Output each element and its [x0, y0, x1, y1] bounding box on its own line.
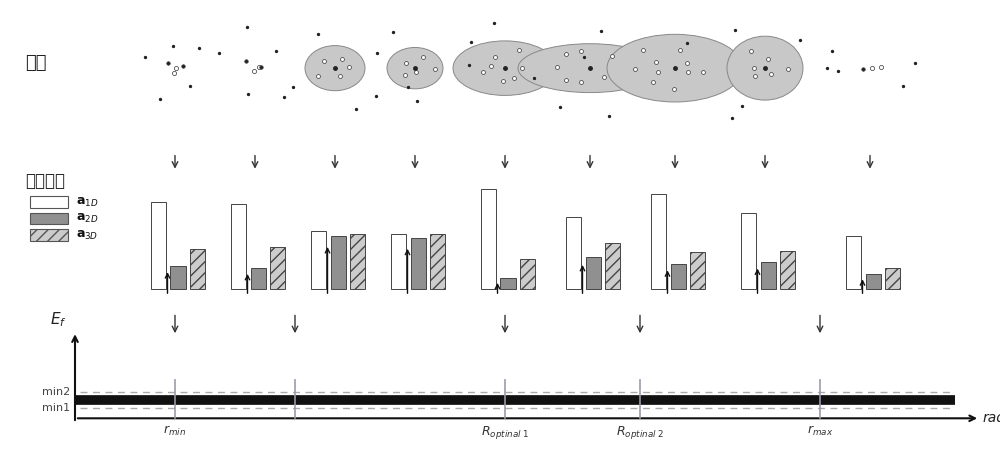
Bar: [846, 236, 861, 289]
Ellipse shape: [305, 46, 365, 91]
Text: $r_{max}$: $r_{max}$: [807, 424, 833, 438]
Text: $E_f$: $E_f$: [50, 310, 67, 329]
Ellipse shape: [607, 34, 743, 102]
Bar: [330, 236, 346, 289]
Bar: [651, 194, 666, 289]
Text: 邻域: 邻域: [25, 55, 46, 72]
Bar: [481, 188, 496, 289]
Ellipse shape: [518, 44, 662, 93]
Bar: [500, 278, 516, 289]
Bar: [170, 266, 186, 289]
Bar: [866, 274, 881, 289]
Ellipse shape: [727, 36, 803, 100]
Bar: [411, 238, 426, 289]
Bar: [690, 252, 705, 289]
Bar: [231, 204, 246, 289]
Bar: [30, 196, 68, 208]
Text: min1: min1: [42, 403, 70, 413]
Text: $\mathbf{a}_{1D}$: $\mathbf{a}_{1D}$: [76, 196, 98, 209]
Bar: [566, 217, 581, 289]
Bar: [270, 247, 285, 289]
Text: radius: radius: [983, 411, 1000, 425]
Bar: [391, 234, 406, 289]
Text: $\mathbf{a}_{2D}$: $\mathbf{a}_{2D}$: [76, 212, 98, 225]
Bar: [250, 268, 266, 289]
Bar: [761, 261, 776, 289]
Bar: [430, 234, 445, 289]
Text: $\mathbf{a}_{3D}$: $\mathbf{a}_{3D}$: [76, 228, 98, 242]
Bar: [605, 243, 620, 289]
Text: $R_{optinal\ 2}$: $R_{optinal\ 2}$: [616, 424, 664, 441]
Bar: [780, 251, 795, 289]
Bar: [190, 249, 205, 289]
Bar: [741, 213, 756, 289]
Bar: [586, 258, 600, 289]
Bar: [30, 229, 68, 241]
Text: 维度特征: 维度特征: [25, 172, 65, 190]
Text: min2: min2: [42, 386, 70, 397]
Bar: [30, 212, 68, 224]
Text: $R_{optinal\ 1}$: $R_{optinal\ 1}$: [481, 424, 529, 441]
Ellipse shape: [453, 41, 557, 95]
Bar: [350, 234, 365, 289]
Bar: [520, 259, 535, 289]
Bar: [151, 202, 166, 289]
Ellipse shape: [387, 47, 443, 89]
Bar: [671, 264, 686, 289]
Bar: [885, 268, 900, 289]
Text: $r_{min}$: $r_{min}$: [163, 424, 187, 438]
Bar: [311, 231, 326, 289]
